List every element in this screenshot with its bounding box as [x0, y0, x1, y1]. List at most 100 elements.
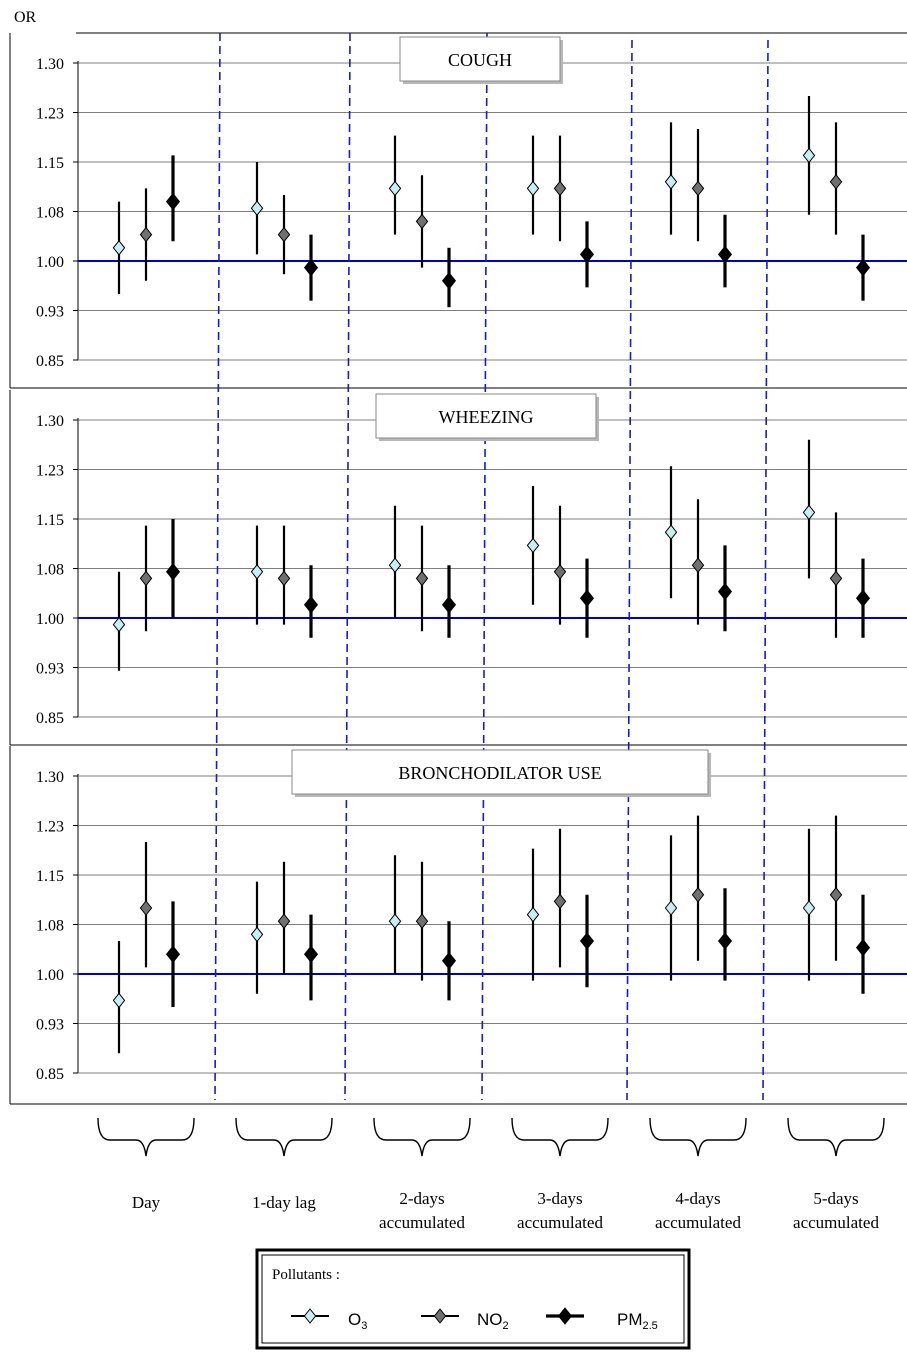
legend-label-o3: O3 [348, 1310, 367, 1332]
point-pm25 [303, 595, 319, 614]
point-pm25 [441, 595, 457, 614]
y-tick-label: 1.30 [36, 769, 64, 786]
point-pm25 [165, 945, 181, 964]
point-o3 [250, 200, 264, 217]
legend-label-base: PM [617, 1310, 643, 1329]
panel-title: COUGH [448, 50, 512, 70]
y-tick-label: 1.30 [36, 56, 64, 73]
category-label-line2: accumulated [793, 1213, 879, 1232]
point-pm25 [579, 932, 595, 950]
panel-title-box [375, 393, 597, 439]
y-axis-title: OR [14, 9, 37, 26]
y-tick-label: 0.93 [36, 304, 64, 321]
point-o3 [664, 524, 678, 541]
legend-label-subscript: 2 [503, 1320, 509, 1332]
point-o3 [802, 900, 816, 916]
data-marks-bronchodilator-use [112, 815, 871, 1054]
category-bracket [511, 1117, 609, 1157]
y-tick-label: 0.85 [36, 710, 64, 727]
category-label-line2: accumulated [379, 1213, 465, 1232]
panel-cough: 1.30 1.23 1.15 1.08 1.00 0.93 0.85 [9, 32, 907, 389]
legend-box-outer [255, 1248, 691, 1350]
legend-marker-o3 [303, 1308, 317, 1324]
panel-bronchodilator-use: 1.30 1.23 1.15 1.08 1.00 0.93 0.85 [9, 746, 907, 1105]
panel-title: WHEEZING [439, 407, 534, 427]
point-o3 [802, 504, 816, 521]
point-pm25 [717, 582, 733, 601]
point-no2 [277, 570, 291, 587]
category-label: 3-days [537, 1189, 582, 1208]
category-label: Day [132, 1193, 161, 1212]
point-no2 [553, 563, 567, 580]
point-no2 [829, 173, 843, 190]
y-tick-label: 1.30 [36, 413, 64, 430]
category-bracket [787, 1117, 885, 1157]
legend-label-base: O [348, 1310, 361, 1329]
point-pm25 [855, 589, 871, 608]
point-o3 [112, 992, 126, 1009]
point-no2 [553, 893, 567, 910]
panel-title-box [291, 749, 709, 795]
category-bracket [97, 1117, 195, 1157]
panel-wheezing: 1.30 1.23 1.15 1.08 1.00 0.93 0.85 [9, 390, 907, 746]
y-tick-label: 1.15 [36, 512, 64, 529]
point-no2 [691, 180, 705, 197]
legend-label-no2: NO2 [477, 1310, 509, 1332]
category-label: 2-days [399, 1189, 444, 1208]
point-no2 [415, 913, 429, 930]
period-divider [344, 32, 351, 1101]
point-pm25 [579, 245, 595, 264]
legend-label-pm25: PM2.5 [617, 1310, 658, 1332]
panels-layer: 1.30 1.23 1.15 1.08 1.00 0.93 0.85 1.30 1.23 1.15… [9, 32, 907, 1105]
point-o3 [664, 900, 678, 916]
category-brackets [97, 1117, 885, 1157]
category-label-line2: accumulated [517, 1213, 603, 1232]
point-o3 [802, 147, 816, 164]
y-tick-label: 1.08 [36, 918, 64, 935]
point-pm25 [441, 271, 457, 290]
y-tick-label: 1.23 [36, 106, 64, 123]
point-no2 [277, 226, 291, 243]
point-pm25 [579, 589, 595, 608]
period-divider [626, 39, 633, 1101]
category-label-line2: accumulated [655, 1213, 741, 1232]
category-label: 4-days [675, 1189, 720, 1208]
y-tick-label: 0.93 [36, 661, 64, 678]
data-marks-cough [112, 96, 871, 308]
legend: Pollutants : O3 NO2 PM2.5 [255, 1248, 691, 1350]
category-label: 5-days [813, 1189, 858, 1208]
point-no2 [139, 570, 153, 587]
point-no2 [139, 226, 153, 243]
category-bracket [649, 1117, 747, 1157]
point-no2 [829, 886, 843, 903]
y-tick-label: 0.93 [36, 1017, 64, 1034]
category-label: 1-day lag [252, 1193, 316, 1212]
y-tick-label: 1.15 [36, 155, 64, 172]
point-o3 [112, 239, 126, 256]
panel-titles: COUGH WHEEZING BRONCHODILATOR USE [291, 36, 711, 797]
period-divider [481, 32, 488, 1101]
legend-marker-no2 [433, 1308, 447, 1324]
y-tick-label: 1.08 [36, 205, 64, 222]
point-no2 [691, 557, 705, 574]
y-tick-label: 0.85 [36, 353, 64, 370]
point-o3 [112, 616, 126, 633]
point-o3 [526, 180, 540, 197]
point-pm25 [855, 938, 871, 957]
point-pm25 [303, 945, 319, 964]
point-o3 [250, 926, 264, 943]
point-o3 [250, 563, 264, 580]
point-no2 [415, 570, 429, 587]
legend-label-subscript: 3 [361, 1320, 367, 1332]
y-tick-label: 1.00 [36, 967, 64, 984]
legend-marker-pm25 [557, 1307, 573, 1325]
point-o3 [526, 537, 540, 554]
y-tick-label: 1.15 [36, 868, 64, 885]
period-dividers [214, 32, 769, 1101]
point-pm25 [717, 245, 733, 264]
point-no2 [553, 180, 567, 197]
category-labels: Day 1-day lag 2-days accumulated 3-days accum… [132, 1189, 880, 1232]
point-o3 [526, 906, 540, 923]
point-o3 [664, 173, 678, 190]
y-tick-label: 1.00 [36, 611, 64, 628]
